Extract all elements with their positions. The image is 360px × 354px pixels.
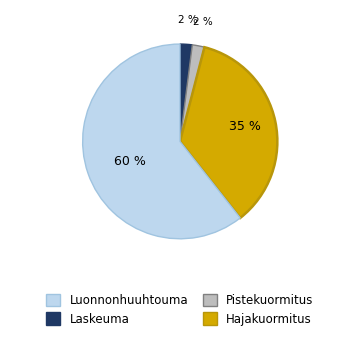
Wedge shape <box>180 45 204 142</box>
Legend: Luonnonhuuhtouma, Laskeuma, Pistekuormitus, Hajakuormitus: Luonnonhuuhtouma, Laskeuma, Pistekuormit… <box>42 289 318 330</box>
Wedge shape <box>180 44 192 142</box>
Text: 35 %: 35 % <box>229 120 261 133</box>
Text: 2 %: 2 % <box>193 17 213 27</box>
Text: 2 %: 2 % <box>178 15 198 25</box>
Wedge shape <box>83 44 240 239</box>
Text: 60 %: 60 % <box>114 155 146 168</box>
Wedge shape <box>180 47 277 218</box>
